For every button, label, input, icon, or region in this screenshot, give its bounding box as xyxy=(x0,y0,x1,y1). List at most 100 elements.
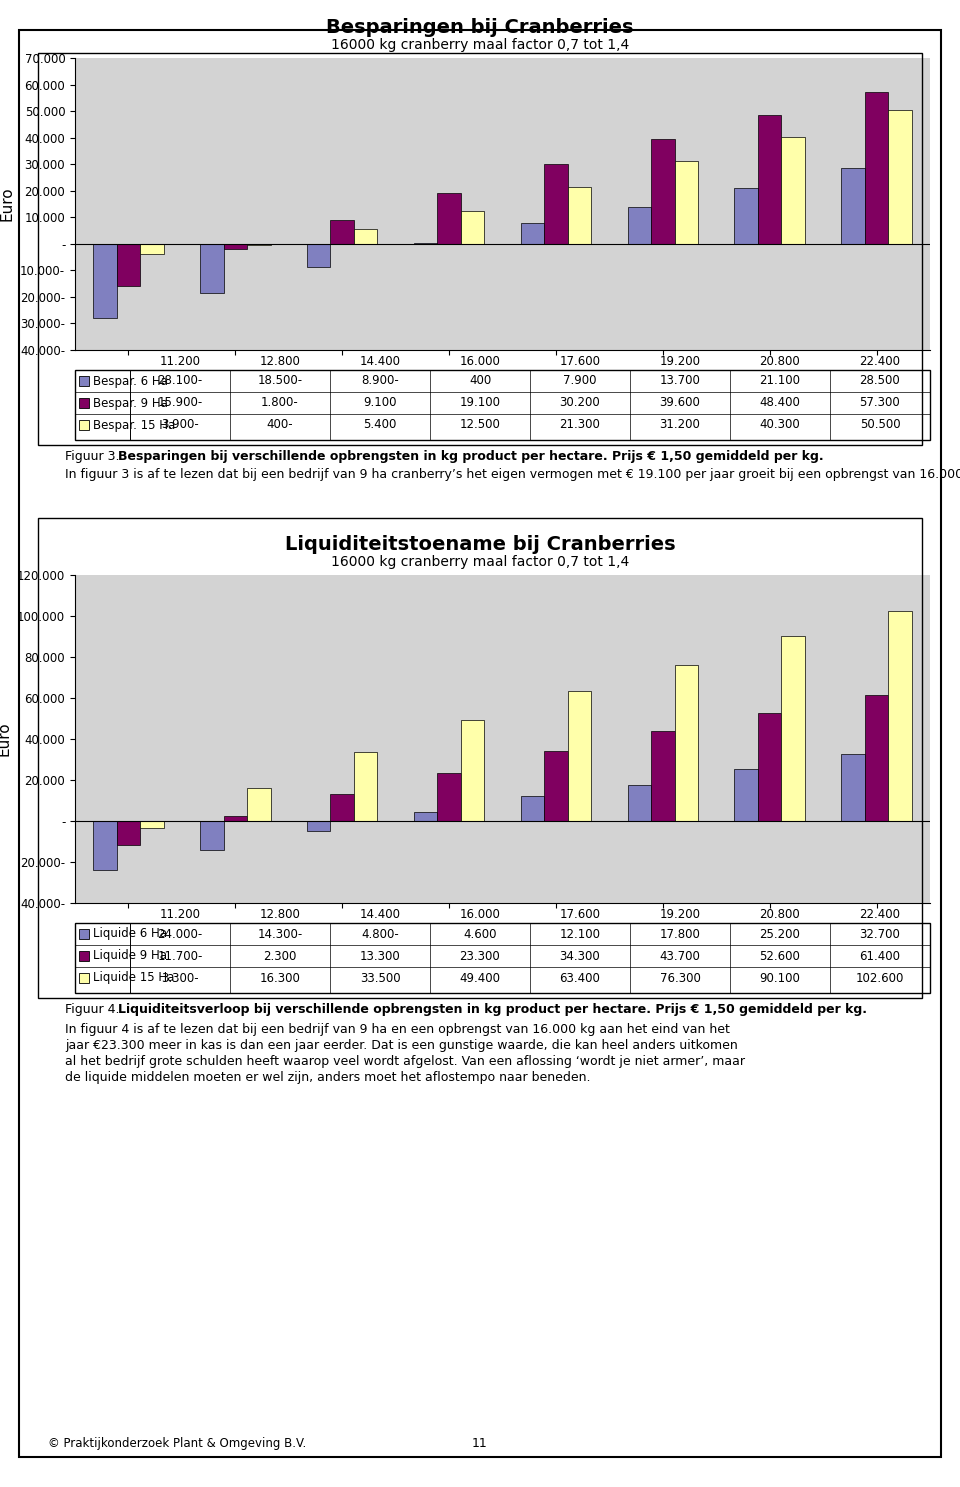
Text: 2.300: 2.300 xyxy=(263,950,297,962)
Text: 21.100: 21.100 xyxy=(759,375,801,388)
Text: 102.600: 102.600 xyxy=(855,971,904,984)
Bar xyxy=(414,812,438,821)
Bar xyxy=(200,244,224,293)
Bar xyxy=(224,244,247,248)
Text: jaar €23.300 meer in kas is dan een jaar eerder. Dat is een gunstige waarde, die: jaar €23.300 meer in kas is dan een jaar… xyxy=(65,1039,737,1051)
Bar xyxy=(117,821,140,845)
Text: 8.900-: 8.900- xyxy=(361,375,398,388)
Text: 19.200: 19.200 xyxy=(660,355,701,367)
Text: Besparingen bij Cranberries: Besparingen bij Cranberries xyxy=(326,18,634,37)
Text: Bespar. 15 Ha: Bespar. 15 Ha xyxy=(93,418,175,431)
Text: 16.000: 16.000 xyxy=(460,909,500,920)
Bar xyxy=(140,821,164,828)
Bar xyxy=(865,92,888,244)
Text: 16.300: 16.300 xyxy=(259,971,300,984)
Text: 12.100: 12.100 xyxy=(560,928,601,940)
Text: 25.200: 25.200 xyxy=(759,928,801,940)
Text: 52.600: 52.600 xyxy=(759,950,801,962)
Bar xyxy=(888,110,912,244)
Text: Besparingen bij verschillende opbrengsten in kg product per hectare. Prijs € 1,5: Besparingen bij verschillende opbrengste… xyxy=(118,451,824,462)
Bar xyxy=(675,161,698,244)
Text: 13.300: 13.300 xyxy=(360,950,400,962)
Bar xyxy=(888,611,912,821)
Bar xyxy=(140,244,164,254)
Y-axis label: Euro: Euro xyxy=(0,187,14,222)
Bar xyxy=(734,187,758,244)
Text: 28.500: 28.500 xyxy=(859,375,900,388)
Text: Figuur 3.: Figuur 3. xyxy=(65,451,124,462)
Text: In figuur 4 is af te lezen dat bij een bedrijf van 9 ha en een opbrengst van 16.: In figuur 4 is af te lezen dat bij een b… xyxy=(65,1023,730,1036)
Text: 17.600: 17.600 xyxy=(560,909,601,920)
Bar xyxy=(781,137,804,244)
Text: 5.400: 5.400 xyxy=(363,418,396,431)
Bar xyxy=(307,821,330,831)
Text: 20.800: 20.800 xyxy=(759,355,801,367)
Text: 30.200: 30.200 xyxy=(560,397,600,409)
Text: 3.900-: 3.900- xyxy=(161,418,199,431)
Text: 28.100-: 28.100- xyxy=(157,375,203,388)
Y-axis label: Euro: Euro xyxy=(0,721,12,757)
Text: 16000 kg cranberry maal factor 0,7 tot 1,4: 16000 kg cranberry maal factor 0,7 tot 1… xyxy=(331,39,629,52)
Bar xyxy=(200,821,224,851)
Text: 16.000: 16.000 xyxy=(460,355,500,367)
Bar xyxy=(520,223,544,244)
Text: 11: 11 xyxy=(472,1436,488,1450)
Text: 400-: 400- xyxy=(267,418,294,431)
Text: 13.700: 13.700 xyxy=(660,375,701,388)
Bar xyxy=(330,794,354,821)
Text: 3.300-: 3.300- xyxy=(161,971,199,984)
Text: 15.900-: 15.900- xyxy=(157,397,203,409)
Text: 11.200: 11.200 xyxy=(159,355,201,367)
Bar xyxy=(224,816,247,821)
Bar xyxy=(93,821,117,870)
Text: 7.900: 7.900 xyxy=(564,375,597,388)
Bar xyxy=(544,164,567,244)
Bar xyxy=(758,116,781,244)
Bar xyxy=(865,694,888,821)
Text: 20.800: 20.800 xyxy=(759,909,801,920)
Bar xyxy=(93,244,117,318)
Text: 22.400: 22.400 xyxy=(859,909,900,920)
Bar xyxy=(628,785,651,821)
Bar xyxy=(354,229,377,244)
Text: Figuur 4.: Figuur 4. xyxy=(65,1004,124,1016)
Bar xyxy=(307,244,330,268)
Text: 4.600: 4.600 xyxy=(464,928,496,940)
Text: 31.200: 31.200 xyxy=(660,418,701,431)
Text: 18.500-: 18.500- xyxy=(257,375,302,388)
Bar xyxy=(841,168,865,244)
Text: © Praktijkonderzoek Plant & Omgeving B.V.: © Praktijkonderzoek Plant & Omgeving B.V… xyxy=(48,1436,306,1450)
Text: 400: 400 xyxy=(468,375,492,388)
Text: al het bedrijf grote schulden heeft waarop veel wordt afgelost. Van een aflossin: al het bedrijf grote schulden heeft waar… xyxy=(65,1054,745,1068)
Text: Liquiditeitstoename bij Cranberries: Liquiditeitstoename bij Cranberries xyxy=(285,535,675,555)
Text: 16000 kg cranberry maal factor 0,7 tot 1,4: 16000 kg cranberry maal factor 0,7 tot 1… xyxy=(331,555,629,570)
Text: 12.800: 12.800 xyxy=(259,355,300,367)
Text: 12.800: 12.800 xyxy=(259,909,300,920)
Text: 17.600: 17.600 xyxy=(560,355,601,367)
Text: 90.100: 90.100 xyxy=(759,971,801,984)
Text: Liquide 9 Ha: Liquide 9 Ha xyxy=(93,950,167,962)
Text: 11.200: 11.200 xyxy=(159,909,201,920)
Bar xyxy=(544,751,567,821)
Bar xyxy=(567,187,591,244)
Bar xyxy=(734,769,758,821)
Text: 11.700-: 11.700- xyxy=(157,950,203,962)
Bar xyxy=(330,220,354,244)
Text: 49.400: 49.400 xyxy=(460,971,500,984)
Bar xyxy=(781,636,804,821)
Text: 33.500: 33.500 xyxy=(360,971,400,984)
Text: 57.300: 57.300 xyxy=(859,397,900,409)
Text: 63.400: 63.400 xyxy=(560,971,600,984)
Bar xyxy=(461,720,485,821)
Text: 12.500: 12.500 xyxy=(460,418,500,431)
Text: 50.500: 50.500 xyxy=(860,418,900,431)
Text: 32.700: 32.700 xyxy=(859,928,900,940)
Text: 43.700: 43.700 xyxy=(660,950,701,962)
Text: Bespar. 9 Ha: Bespar. 9 Ha xyxy=(93,397,168,409)
Bar xyxy=(841,754,865,821)
Text: Bespar. 6 Ha: Bespar. 6 Ha xyxy=(93,375,168,388)
Text: 22.400: 22.400 xyxy=(859,355,900,367)
Text: 34.300: 34.300 xyxy=(560,950,600,962)
Bar xyxy=(675,665,698,821)
Text: 40.300: 40.300 xyxy=(759,418,801,431)
